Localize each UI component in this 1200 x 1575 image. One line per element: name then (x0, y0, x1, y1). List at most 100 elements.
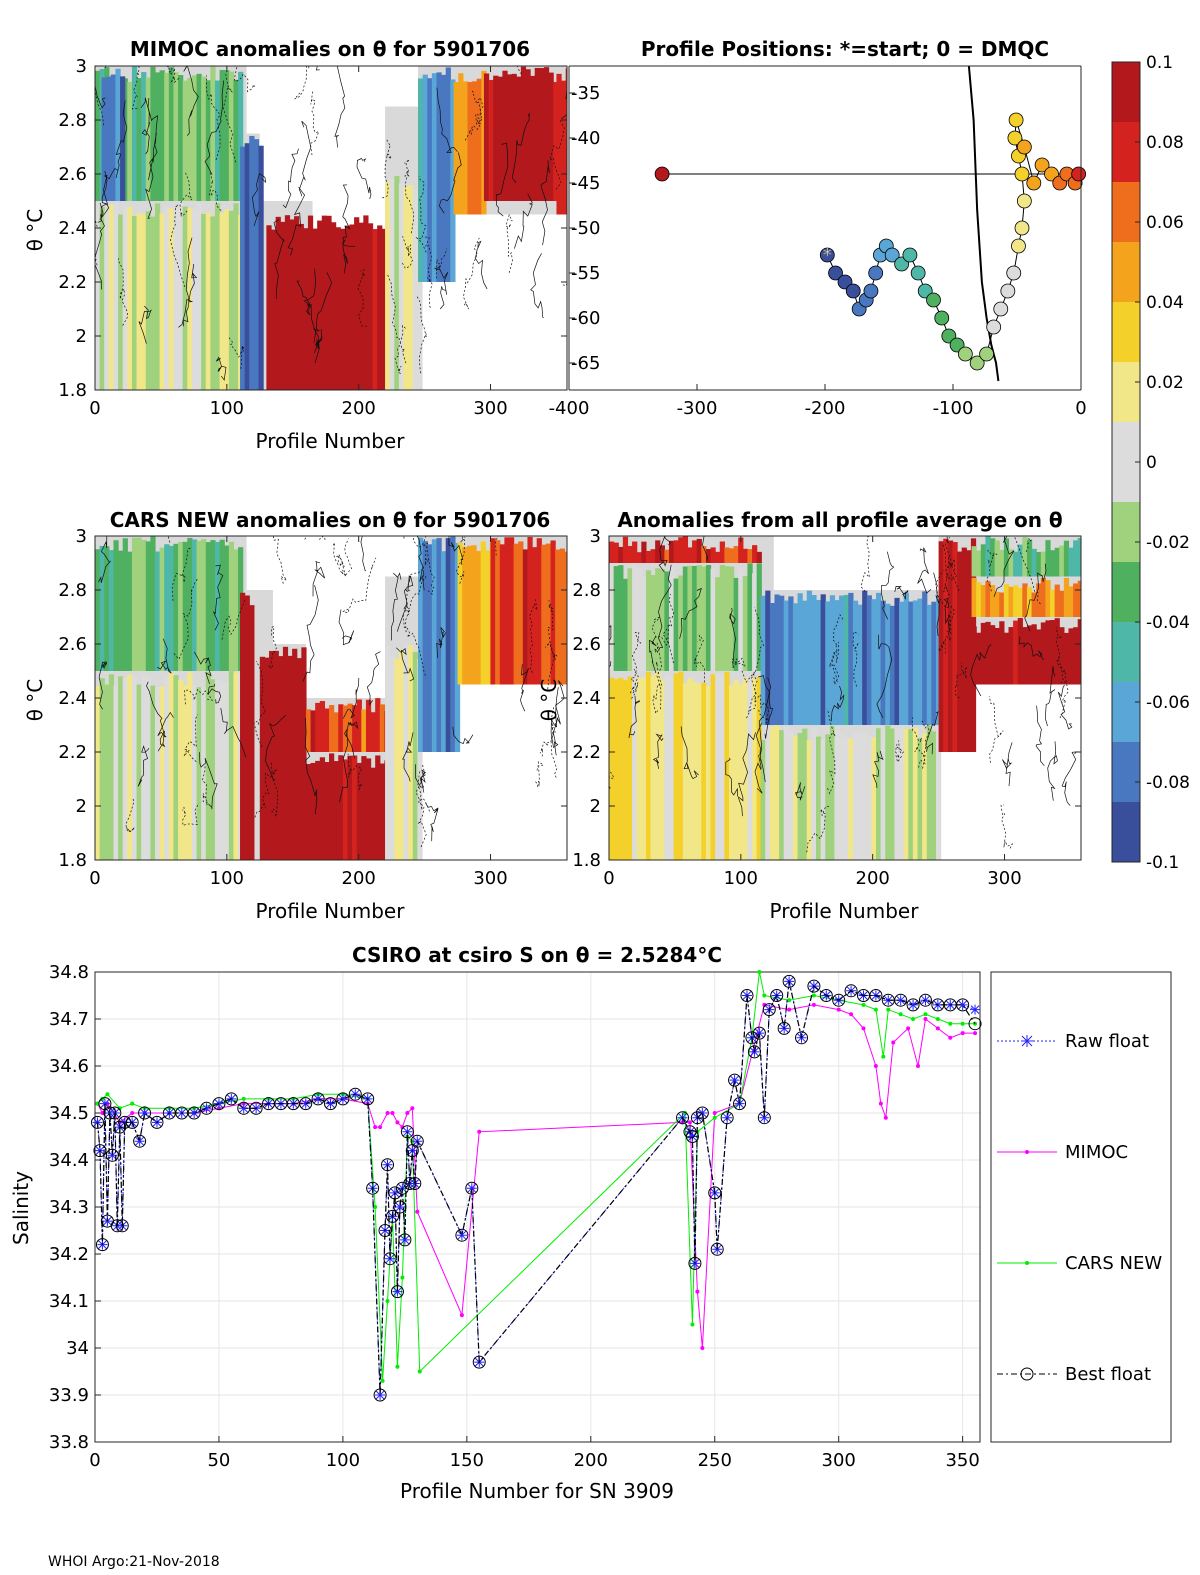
y-tick-label: 34.3 (49, 1197, 89, 1218)
anomaly-cell (1077, 619, 1081, 685)
contour-line (273, 219, 285, 299)
anomaly-cell (228, 541, 235, 671)
anomaly-cell (715, 551, 721, 563)
series-point (336, 1092, 350, 1106)
anomaly-cell (556, 73, 562, 215)
colorbar-swatch (1112, 102, 1140, 123)
anomaly-cell (191, 75, 198, 201)
contour-line (917, 547, 932, 594)
anomaly-cell (733, 679, 739, 860)
anomaly-cell (389, 179, 395, 390)
colorbar-swatch (1112, 522, 1140, 543)
anomaly-cell (769, 603, 776, 725)
contour-line (402, 732, 414, 782)
anomaly-cell (159, 213, 165, 390)
series-point (782, 974, 796, 988)
contour-line (282, 148, 299, 209)
anomaly-cell (310, 710, 316, 752)
anomaly-cell (398, 183, 405, 390)
anomaly-cell (154, 203, 161, 390)
anomaly-cell (150, 685, 156, 860)
contour-line (539, 722, 558, 757)
anomaly-cell (99, 545, 105, 671)
anomaly-cell (971, 577, 977, 617)
series-point (687, 1131, 698, 1142)
profile-position-point (926, 292, 941, 308)
anomaly-cell (394, 175, 400, 390)
series-point (695, 1289, 700, 1294)
contour-line (342, 239, 355, 274)
anomaly-cell (436, 72, 442, 282)
contour-line (396, 647, 415, 682)
anomaly-cell (696, 565, 702, 671)
contour-line (937, 610, 956, 654)
series-point (722, 1112, 733, 1123)
anomaly-cell (294, 216, 300, 390)
anomaly-cell (980, 585, 987, 617)
anomaly-cell (673, 540, 679, 563)
series-point (906, 998, 920, 1012)
y-tick-label: -65 (571, 353, 600, 374)
anomaly-cell (917, 598, 923, 725)
y-tick-label: 2.6 (572, 634, 601, 655)
anomaly-cell (436, 538, 442, 752)
series-point (779, 1023, 790, 1034)
series-point (916, 1064, 921, 1068)
y-tick-label: 2.4 (58, 218, 87, 239)
anomaly-cell (931, 601, 937, 725)
contour-line (993, 536, 1015, 597)
series-point (787, 998, 792, 1003)
profile-position-point (828, 265, 843, 281)
contour-line (679, 587, 702, 639)
series-point (187, 1106, 201, 1120)
colorbar-tick-label: 0.06 (1146, 213, 1184, 233)
series-point (92, 1117, 103, 1128)
anomaly-cell (398, 649, 405, 860)
anomaly-cell (358, 222, 364, 390)
anomaly-cell (1054, 618, 1060, 685)
contour-line (357, 269, 367, 327)
anomaly-cell (205, 542, 211, 671)
contour-line (98, 536, 111, 584)
contour-line (183, 66, 199, 136)
contour-line (125, 798, 136, 833)
anomaly-cell (431, 73, 438, 282)
anomaly-cell (908, 601, 914, 725)
contour-line (222, 74, 236, 163)
colorbar-swatch (1112, 502, 1140, 523)
series-point (403, 1177, 417, 1190)
anomaly-cell (104, 684, 110, 860)
profile-position-point (1034, 157, 1050, 173)
series-point (90, 1115, 104, 1129)
contour-line (553, 680, 565, 745)
anomaly-cell (655, 540, 661, 563)
contour-line (464, 101, 482, 141)
contour-line (312, 561, 326, 597)
contour-line (416, 295, 427, 374)
anomaly-cell (280, 221, 286, 390)
anomaly-cell (733, 577, 739, 671)
anomaly-cell (536, 538, 542, 685)
anomaly-cell (548, 72, 554, 201)
series-point (212, 1097, 226, 1111)
contour-line (609, 766, 615, 789)
series-point (313, 1093, 324, 1104)
anomaly-cell (756, 676, 762, 860)
series-point (935, 1017, 940, 1021)
colorbar-swatch (1112, 822, 1140, 843)
anomaly-cell (483, 73, 490, 201)
series-point (894, 993, 908, 1007)
series-point (465, 1181, 479, 1195)
anomaly-cell (168, 545, 175, 671)
anomaly-cell (453, 82, 459, 215)
anomaly-cell (120, 76, 126, 201)
anomaly-cell (187, 77, 193, 201)
contour-line (213, 564, 224, 631)
contour-line (303, 268, 316, 316)
profile-position-point (957, 346, 973, 362)
anomaly-cell (701, 682, 707, 860)
series-point (883, 1115, 888, 1120)
series-point (373, 1125, 378, 1130)
contour-line (157, 638, 172, 674)
anomaly-cell (196, 203, 202, 390)
